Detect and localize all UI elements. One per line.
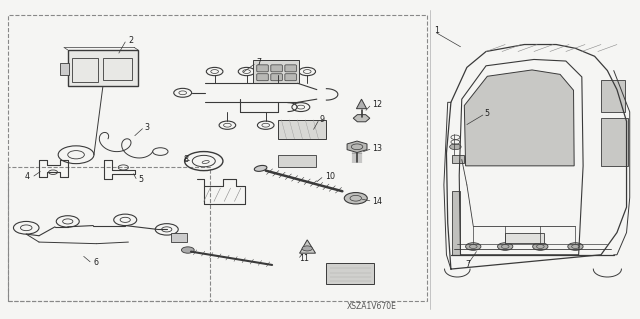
FancyBboxPatch shape bbox=[257, 65, 268, 72]
Text: 11: 11 bbox=[300, 254, 310, 263]
Text: 5: 5 bbox=[484, 109, 490, 118]
Bar bbox=[601, 80, 625, 112]
FancyBboxPatch shape bbox=[271, 65, 282, 72]
Text: 1: 1 bbox=[434, 26, 438, 35]
Circle shape bbox=[173, 234, 186, 241]
Polygon shape bbox=[356, 99, 367, 109]
Bar bbox=[326, 263, 374, 284]
Circle shape bbox=[344, 193, 367, 204]
Bar bbox=[452, 155, 465, 163]
Text: 2: 2 bbox=[129, 36, 134, 45]
Text: 10: 10 bbox=[325, 173, 335, 182]
Text: 8: 8 bbox=[184, 155, 189, 164]
Circle shape bbox=[302, 246, 312, 251]
Bar bbox=[8, 15, 427, 301]
Polygon shape bbox=[465, 70, 574, 166]
Circle shape bbox=[450, 144, 461, 150]
FancyBboxPatch shape bbox=[271, 74, 282, 81]
Bar bbox=[278, 120, 326, 139]
Bar bbox=[68, 50, 138, 86]
Bar bbox=[8, 167, 209, 301]
Circle shape bbox=[568, 243, 583, 250]
FancyBboxPatch shape bbox=[285, 65, 296, 72]
Bar bbox=[172, 233, 187, 242]
Bar bbox=[278, 155, 316, 167]
Text: 7: 7 bbox=[466, 260, 471, 270]
Text: 9: 9 bbox=[320, 115, 325, 124]
Bar bbox=[452, 191, 461, 255]
Text: 4: 4 bbox=[25, 173, 30, 182]
Circle shape bbox=[532, 243, 548, 250]
Polygon shape bbox=[300, 240, 316, 253]
Bar bbox=[601, 118, 628, 166]
Text: 7: 7 bbox=[256, 58, 261, 67]
FancyBboxPatch shape bbox=[285, 74, 296, 81]
Text: 13: 13 bbox=[372, 144, 382, 153]
FancyBboxPatch shape bbox=[257, 74, 268, 81]
Text: 12: 12 bbox=[372, 100, 383, 109]
Text: 14: 14 bbox=[372, 197, 382, 206]
Text: XSZA1V670E: XSZA1V670E bbox=[347, 302, 397, 311]
Text: 6: 6 bbox=[93, 258, 99, 267]
Bar bbox=[103, 58, 132, 80]
Bar bbox=[505, 233, 543, 243]
Bar bbox=[60, 63, 69, 75]
Circle shape bbox=[181, 247, 194, 253]
Bar bbox=[253, 60, 299, 83]
Circle shape bbox=[497, 243, 513, 250]
Text: 5: 5 bbox=[138, 175, 143, 184]
Text: 3: 3 bbox=[145, 123, 149, 132]
Ellipse shape bbox=[254, 166, 267, 171]
Bar bbox=[72, 58, 98, 82]
Circle shape bbox=[466, 243, 481, 250]
